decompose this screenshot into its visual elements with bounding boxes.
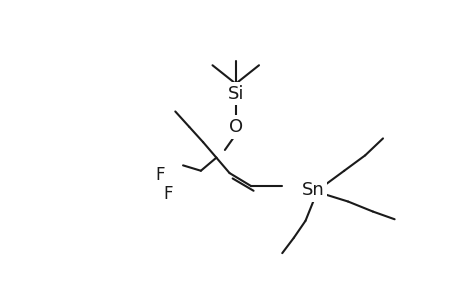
Text: F: F — [163, 185, 173, 203]
Text: Si: Si — [227, 85, 243, 103]
Text: F: F — [156, 166, 165, 184]
Text: O: O — [228, 118, 242, 136]
Text: Sn: Sn — [301, 181, 324, 199]
